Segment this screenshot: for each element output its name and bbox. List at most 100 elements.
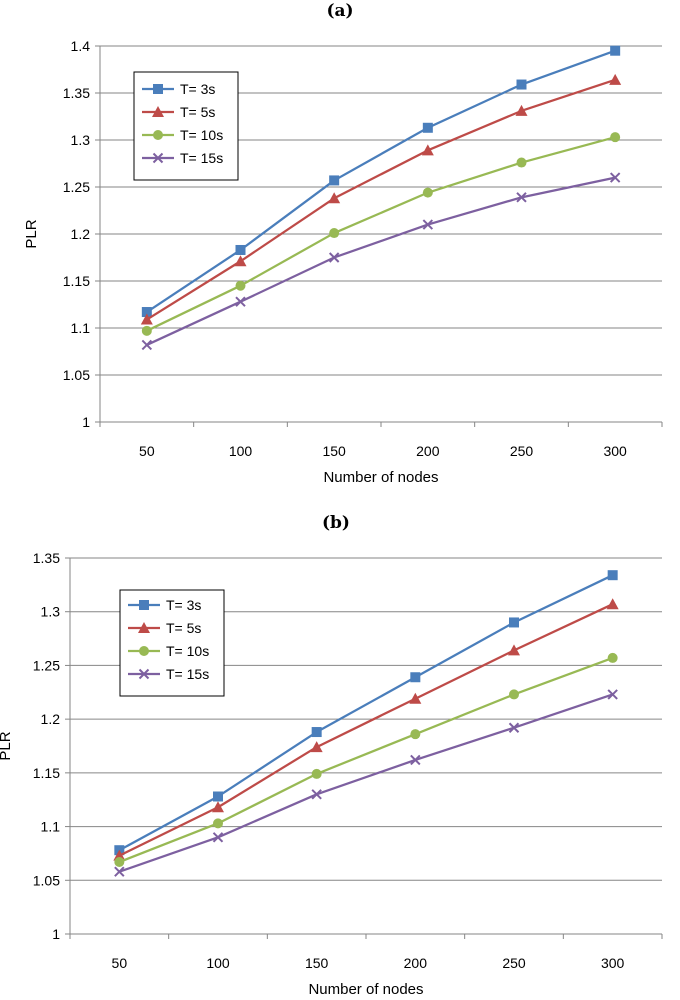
series [141,132,621,336]
chart-a: (a) 1 1.05 1.1 1.15 1.2 1.25 1.3 1.35 1.4 50 100 150… [23,1,663,486]
y-tick-label: 1.3 [41,604,61,620]
data-point [311,727,322,738]
data-point [329,228,340,239]
data-point [509,617,519,628]
data-point [212,832,224,843]
series-line [146,49,616,313]
x-tick-label: 100 [206,955,230,971]
y-tick-label: 1.15 [33,765,60,781]
x-tick-label: 150 [305,955,329,971]
data-point [113,849,126,861]
series [114,652,618,868]
data-point [213,818,223,829]
data-point [609,73,622,85]
y-tick-label: 1.15 [63,273,90,289]
x-tick-label: 50 [139,443,155,459]
data-point [422,219,434,230]
series-line [118,603,614,857]
data-point [235,296,246,307]
legend-entry: T= 10s [180,127,223,143]
data-point [328,252,340,263]
y-tick-label: 1.25 [33,657,60,673]
legend: T= 3s T= 5s T= 10s T= 15s [119,589,225,697]
data-point [410,672,421,683]
data-point [606,598,619,610]
legend-entry: T= 3s [166,597,201,613]
data-point [311,789,322,800]
data-point [235,280,246,291]
data-point [140,313,153,325]
data-point [141,339,153,351]
x-axis-label: Number of nodes [323,469,438,486]
x-tick-label: 50 [112,955,128,971]
legend-marker [152,152,164,164]
y-tick-label: 1.25 [63,179,90,195]
data-point [421,144,434,156]
data-point [409,692,422,704]
x-tick-label: 300 [603,443,627,459]
legend-entry: T= 5s [180,104,215,120]
series [141,45,621,318]
chart-title: (a) [326,1,353,21]
legend-marker [153,84,163,94]
chart-b: (b) 1 1.05 1.1 1.15 1.2 1.25 1.3 1.35 50 100 150 200… [0,513,663,998]
data-point [235,244,246,255]
legend-marker [139,600,149,610]
y-tick-label: 1.3 [71,132,91,148]
x-tick-label: 250 [502,955,526,971]
legend-marker [138,622,150,633]
data-point [410,754,421,766]
data-point [509,689,519,700]
data-point [610,132,621,143]
x-tick-label: 250 [510,443,534,459]
y-tick-label: 1.05 [33,872,60,888]
y-tick-label: 1.1 [41,819,61,835]
data-point [329,175,340,186]
x-axis-label: Number of nodes [308,981,423,998]
data-point [422,122,433,133]
legend-entry: T= 15s [180,150,223,166]
data-point [609,172,621,183]
series-line [118,656,614,864]
data-point [328,192,341,204]
data-point [515,104,528,116]
data-point [516,192,527,203]
data-point [607,652,618,663]
y-tick-label: 1 [52,926,60,942]
legend-entry: T= 15s [166,666,209,682]
y-axis-label: PLR [23,219,40,248]
series-line [118,693,614,873]
y-tick-label: 1.2 [71,226,91,242]
data-point [114,857,125,868]
series [140,73,622,325]
series [114,689,618,877]
legend-entry: T= 3s [180,81,215,97]
x-tick-label: 100 [229,443,253,459]
data-point [141,325,152,336]
series [141,172,621,351]
series-line [118,574,614,852]
x-tick-label: 300 [601,955,625,971]
data-point [213,791,223,802]
series [113,598,619,861]
data-point [610,45,621,56]
data-point [422,187,433,198]
data-point [311,768,322,779]
x-tick-label: 150 [322,443,346,459]
y-tick-label: 1.05 [63,367,90,383]
data-point [212,801,224,813]
y-tick-label: 1.35 [33,550,60,566]
data-point [607,570,618,581]
series-line [146,136,616,332]
data-point [516,157,527,168]
y-tick-label: 1.2 [41,711,61,727]
legend-box [119,589,225,697]
data-point [410,729,421,740]
y-tick-label: 1 [82,414,90,430]
legend-marker [152,106,164,117]
series-line [146,78,616,321]
data-point [141,307,152,318]
legend-marker [138,668,150,680]
y-tick-label: 1.35 [63,85,90,101]
series-line [146,176,616,346]
